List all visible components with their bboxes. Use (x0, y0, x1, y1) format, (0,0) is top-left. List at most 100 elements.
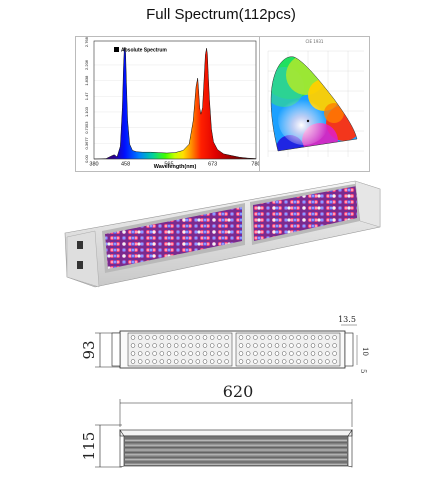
led-outline (303, 343, 308, 348)
x-tick-label: 380 (89, 162, 98, 168)
led-outline (289, 343, 294, 348)
led-outline (217, 343, 222, 348)
led-outline (217, 359, 222, 364)
led-outline (267, 335, 272, 340)
led-outline (130, 343, 136, 348)
y-tick-label: 0.7353 (84, 121, 89, 134)
y-tick-label: 2.7683 (84, 37, 89, 47)
cie-plot (267, 50, 364, 157)
led-outline (318, 343, 323, 348)
side-view-heatsink (123, 435, 349, 467)
led-outline (152, 343, 157, 348)
led-outline (260, 343, 265, 348)
side-view-right-end (347, 429, 353, 468)
led-outline (310, 343, 316, 348)
led-outline (173, 351, 179, 356)
led-outline (274, 343, 280, 348)
y-tick-label: 0.3677 (84, 136, 89, 149)
led-outline (173, 335, 179, 340)
led-outline (332, 359, 337, 364)
led-outline (282, 359, 287, 364)
led-outline (130, 359, 136, 364)
led-outline (274, 335, 280, 340)
led-outline (188, 351, 193, 356)
led-outline (245, 343, 251, 348)
end-cap-port (77, 241, 83, 249)
led-module-right-white (253, 186, 357, 241)
technical-drawing: 93 13.5 10 5 620 115 (80, 315, 369, 468)
led-outline (310, 359, 316, 364)
y-tick-label: 2.206 (84, 59, 89, 70)
led-outline (195, 343, 201, 348)
led-outline (166, 351, 172, 356)
led-outline (181, 359, 186, 364)
led-outline (224, 359, 229, 364)
led-outline (181, 343, 186, 348)
led-outline (195, 335, 201, 340)
led-outline (253, 359, 258, 364)
width-dimension: 620 (223, 382, 254, 401)
led-outline (325, 359, 330, 364)
led-outline (267, 351, 272, 356)
led-outline (245, 351, 251, 356)
spectrum-area (94, 47, 256, 159)
led-outline (289, 351, 294, 356)
led-outline (310, 335, 316, 340)
front-view-module-right (235, 332, 341, 367)
led-outline (325, 335, 330, 340)
led-outline (260, 359, 265, 364)
white-point-marker (306, 119, 310, 123)
y-tick-label: 1.838 (84, 75, 89, 86)
led-outline (181, 335, 186, 340)
led-outline (318, 351, 323, 356)
led-module-left-white (105, 207, 242, 269)
spectrum-line (93, 47, 257, 160)
led-outline (152, 359, 157, 364)
cie-chromaticity-chart: CIE 1931 (259, 36, 370, 172)
bracket-top-dimension: 13.5 (338, 315, 356, 324)
led-outline (296, 343, 301, 348)
legend-label: Absolute Spectrum (121, 48, 167, 54)
led-outline (137, 359, 143, 364)
fixture-right-bracket (354, 180, 381, 228)
led-outline (332, 335, 337, 340)
cie-title: CIE 1931 (305, 39, 324, 44)
led-outline (195, 359, 201, 364)
led-outline (145, 351, 150, 356)
led-outline (137, 343, 143, 348)
led-outline (217, 335, 222, 340)
bracket-bottom-dimension: 5 (359, 369, 367, 373)
led-outline (130, 335, 136, 340)
led-outline (253, 351, 258, 356)
spectrum-axes-frame (93, 40, 257, 160)
led-outline (224, 343, 229, 348)
front-view-module-left (127, 332, 233, 367)
spectral-locus (270, 56, 358, 152)
led-outline (202, 351, 208, 356)
led-outline (173, 343, 179, 348)
led-outline (145, 335, 150, 340)
led-outline (282, 335, 287, 340)
end-cap-port (77, 261, 83, 269)
led-outline (332, 351, 337, 356)
led-outline (209, 343, 215, 348)
spectrum-gridlines (94, 40, 256, 160)
led-outline (188, 335, 193, 340)
spectrum-chart: Absolute Spectrum 380 458 565 673 780 0.00 0.… (75, 34, 261, 172)
x-tick-labels: 380 458 565 673 780 (89, 162, 260, 168)
led-outline (202, 335, 208, 340)
x-tick-label: 458 (121, 162, 130, 168)
led-outline (303, 335, 308, 340)
led-outline (188, 343, 193, 348)
led-outline (296, 359, 301, 364)
led-outline (325, 343, 330, 348)
led-outline (137, 335, 143, 340)
y-tick-label: 0.00 (84, 154, 89, 163)
x-tick-label: 673 (208, 162, 217, 168)
led-outline (159, 335, 165, 340)
x-axis-label: Wavelength(nm) (154, 164, 197, 170)
led-outline (238, 335, 244, 340)
x-tick-label: 565 (164, 162, 173, 168)
y-tick-label: 1.47 (84, 92, 89, 101)
led-outline (145, 343, 150, 348)
